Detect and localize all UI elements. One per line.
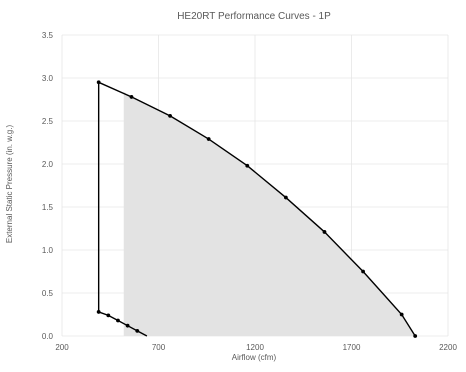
tick-layer: 0.0 0.5 1.0 1.5 2.0 2.5 3.0 3.5 200 700 1200 1700 22… xyxy=(42,31,458,352)
y-tick-label: 1.0 xyxy=(42,246,54,255)
y-tick-label: 3.0 xyxy=(42,74,54,83)
system-curve-point xyxy=(116,318,120,323)
system-curve-point xyxy=(135,328,140,333)
y-tick-label: 2.0 xyxy=(42,160,54,169)
fan-curve-point xyxy=(361,269,365,274)
system-curve-point xyxy=(106,313,111,318)
fan-curve-point xyxy=(168,113,172,118)
x-tick-label: 2200 xyxy=(439,343,457,352)
x-axis-label: Airflow (cfm) xyxy=(232,353,277,362)
x-tick-label: 1700 xyxy=(343,343,361,352)
fan-curve-point xyxy=(129,95,134,99)
fan-curve-point xyxy=(206,137,211,141)
y-tick-label: 1.5 xyxy=(42,203,54,212)
y-tick-label: 2.5 xyxy=(42,117,54,126)
system-curve-point xyxy=(96,310,101,314)
y-tick-label: 0.5 xyxy=(42,289,54,298)
fan-curve-point xyxy=(399,312,404,317)
fan-curve-point xyxy=(413,334,418,338)
series-layer xyxy=(96,80,418,338)
x-tick-label: 200 xyxy=(55,343,69,352)
y-axis-label: External Static Pressure (in. w.g.) xyxy=(5,125,14,244)
fan-curve-line xyxy=(98,81,416,337)
operating-region xyxy=(123,91,416,336)
fan-curve-point xyxy=(283,195,288,200)
chart-title: HE20RT Performance Curves - 1P xyxy=(177,11,331,22)
x-tick-label: 700 xyxy=(152,343,166,352)
shade-layer xyxy=(123,91,416,336)
fan-curve-point xyxy=(322,230,327,234)
y-tick-label: 0.0 xyxy=(42,332,54,341)
y-tick-label: 3.5 xyxy=(42,31,54,40)
fan-curve-point xyxy=(245,163,250,168)
system-curve-point xyxy=(125,323,130,328)
x-tick-label: 1200 xyxy=(246,343,264,352)
